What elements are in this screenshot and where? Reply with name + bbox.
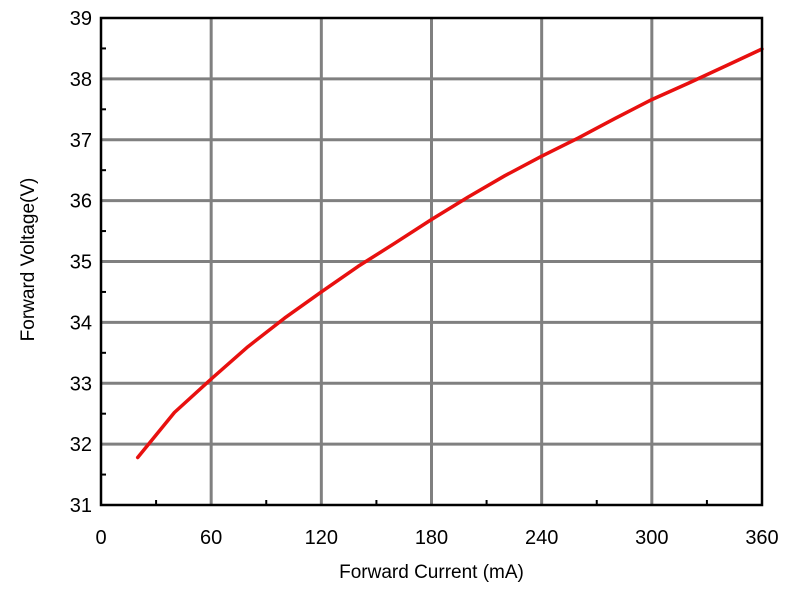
grid-lines	[101, 18, 762, 505]
x-tick-label: 240	[525, 527, 558, 549]
y-tick-label: 35	[70, 252, 92, 274]
minor-ticks	[101, 47, 708, 505]
y-tick-label: 37	[70, 130, 92, 152]
y-tick-label: 32	[70, 434, 92, 456]
y-tick-label: 36	[70, 191, 92, 213]
y-tick-label: 33	[70, 373, 92, 395]
x-tick-label: 0	[95, 527, 106, 549]
y-tick-label: 31	[70, 495, 92, 517]
series-layer	[135, 47, 764, 460]
x-tick-label: 300	[635, 527, 668, 549]
y-tick-label: 34	[70, 312, 92, 334]
x-axis-label: Forward Current (mA)	[339, 562, 524, 583]
x-tick-labels: 0 60 120 180 240 300 360	[95, 527, 778, 549]
y-tick-labels: 31 32 33 34 35 36 37 38 39	[70, 8, 92, 517]
x-tick-label: 120	[305, 527, 338, 549]
y-tick-label: 38	[70, 69, 92, 91]
x-tick-label: 60	[200, 527, 222, 549]
y-axis-label: Forward Voltage(V)	[18, 178, 39, 342]
x-tick-label: 360	[745, 527, 778, 549]
plot-frame	[99, 16, 764, 507]
x-tick-label: 180	[415, 527, 448, 549]
y-tick-label: 39	[70, 8, 92, 30]
series-line-0	[135, 47, 764, 460]
